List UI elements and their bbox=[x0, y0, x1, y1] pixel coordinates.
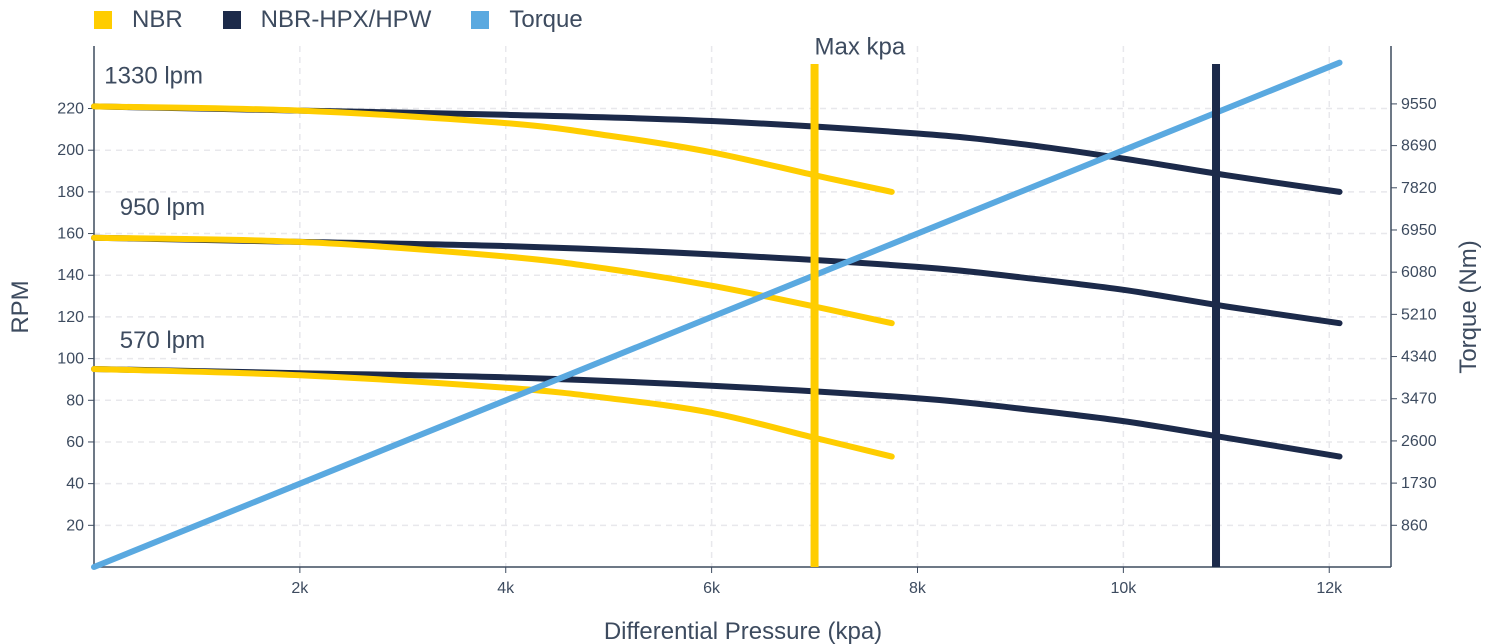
annotation-1330-lpm: 1330 lpm bbox=[104, 63, 203, 90]
legend-swatch-nbr bbox=[94, 11, 112, 29]
axes: 2k 4k 6k 8k 10k 12k20406080100120140160180200… bbox=[57, 46, 1437, 597]
y2-tick-label: 1730 bbox=[1401, 475, 1437, 492]
x-axis-title: Differential Pressure (kpa) bbox=[604, 618, 882, 644]
legend-label-nbr-hpx-hpw: NBR-HPX/HPW bbox=[260, 6, 432, 33]
annotation-950-lpm: 950 lpm bbox=[120, 194, 205, 221]
y2-tick-label: 6950 bbox=[1401, 222, 1437, 239]
y-tick-label: 220 bbox=[57, 101, 84, 118]
y-tick-label: 160 bbox=[57, 226, 84, 243]
series-line-nbr-1330-lpm bbox=[91, 103, 895, 195]
y2-tick-label: 8690 bbox=[1401, 138, 1437, 155]
legend-swatch-nbr-hpx-hpw bbox=[222, 11, 241, 29]
grid bbox=[94, 46, 1391, 567]
y-tick-label: 60 bbox=[66, 434, 84, 451]
y2-tick-label: 6080 bbox=[1401, 264, 1437, 281]
series-line-nbr-hpx-hpw-1330-lpm bbox=[91, 103, 1343, 195]
legend-item-nbr-hpx-hpw[interactable]: NBR-HPX/HPW bbox=[222, 6, 432, 34]
series-line-nbr-570-lpm bbox=[91, 366, 895, 460]
legend-item-nbr[interactable]: NBR bbox=[94, 6, 183, 34]
legend: NBR NBR-HPX/HPW Torque bbox=[94, 6, 623, 34]
y2-tick-label: 860 bbox=[1401, 517, 1428, 534]
y2-tick-label: 7820 bbox=[1401, 180, 1437, 197]
y-tick-label: 80 bbox=[66, 392, 84, 409]
y2-tick-label: 3470 bbox=[1401, 391, 1437, 408]
legend-swatch-torque bbox=[471, 11, 490, 29]
x-tick-label: 2k bbox=[291, 580, 309, 597]
legend-label-nbr: NBR bbox=[132, 6, 183, 33]
y2-tick-label: 9550 bbox=[1401, 96, 1437, 113]
y2-tick-label: 4340 bbox=[1401, 349, 1437, 366]
x-tick-label: 4k bbox=[497, 580, 515, 597]
y-axis-title: RPM bbox=[7, 280, 34, 333]
x-tick-label: 6k bbox=[703, 580, 721, 597]
y-tick-label: 100 bbox=[57, 351, 84, 368]
series-line-nbr-950-lpm bbox=[91, 234, 895, 327]
x-tick-label: 8k bbox=[909, 580, 927, 597]
series-line-torque bbox=[91, 59, 1343, 570]
y2-axis-title: Torque (Nm) bbox=[1455, 240, 1482, 373]
y2-tick-label: 2600 bbox=[1401, 433, 1437, 450]
max-pressure-lines bbox=[810, 64, 1221, 567]
series-group bbox=[91, 59, 1343, 570]
annotation-570-lpm: 570 lpm bbox=[120, 327, 205, 354]
legend-label-torque: Torque bbox=[509, 6, 583, 33]
series-line-nbr-hpx-hpw-950-lpm bbox=[91, 234, 1343, 327]
y-tick-label: 180 bbox=[57, 184, 84, 201]
y-tick-label: 140 bbox=[57, 267, 84, 284]
annotation-max-kpa: Max kpa bbox=[815, 33, 906, 60]
x-tick-label: 12k bbox=[1316, 580, 1343, 597]
y-tick-label: 40 bbox=[66, 476, 84, 493]
y-tick-label: 20 bbox=[66, 517, 84, 534]
y-tick-label: 200 bbox=[57, 142, 84, 159]
x-tick-label: 10k bbox=[1110, 580, 1137, 597]
y2-tick-label: 5210 bbox=[1401, 306, 1437, 323]
legend-item-torque[interactable]: Torque bbox=[471, 6, 583, 34]
y-tick-label: 120 bbox=[57, 309, 84, 326]
labels: 1330 lpm 950 lpm 570 lpm Max kpa bbox=[104, 33, 906, 354]
